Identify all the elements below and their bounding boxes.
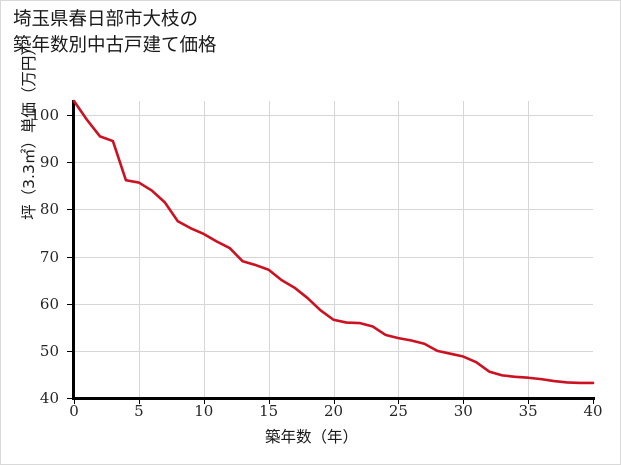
y-tick-label: 100 (30, 106, 59, 125)
x-tick-mark (463, 399, 465, 404)
gridline-vertical (528, 101, 530, 398)
y-tick-mark (67, 162, 73, 164)
x-tick-label: 0 (69, 402, 79, 420)
x-tick-label: 5 (134, 402, 144, 420)
y-tick-mark (67, 303, 73, 305)
y-tick-label: 90 (39, 153, 59, 172)
y-axis-label: 坪（3.3㎡）単価（万円） (20, 40, 38, 220)
x-tick-mark (333, 399, 335, 404)
x-tick-label: 15 (259, 402, 279, 420)
y-axis-line (72, 100, 75, 399)
y-tick-mark (67, 256, 73, 258)
gridline-vertical (268, 101, 270, 398)
series-polyline (72, 99, 595, 385)
x-tick-mark (203, 399, 205, 404)
x-tick-mark (138, 399, 140, 404)
x-tick-mark (74, 399, 75, 404)
y-tick-label: 80 (39, 200, 59, 219)
gridline-vertical (333, 101, 335, 398)
chart-title: 埼玉県春日部市大枝の 築年数別中古戸建て価格 (13, 9, 217, 56)
x-tick-label: 25 (388, 402, 408, 420)
y-tick-label: 60 (39, 294, 59, 313)
gridline-vertical (203, 101, 205, 398)
plot-area (74, 101, 593, 398)
y-tick-mark (67, 209, 73, 211)
x-tick-label: 35 (518, 402, 538, 420)
y-tick-label: 70 (39, 247, 59, 266)
y-tick-label: 50 (39, 341, 59, 360)
gridline-vertical (138, 101, 140, 398)
gridline-vertical (398, 101, 400, 398)
x-tick-label: 30 (453, 402, 473, 420)
x-tick-label: 20 (323, 402, 344, 420)
x-axis-label: 築年数（年） (264, 428, 358, 446)
x-axis-line (72, 397, 595, 400)
series-line-chart (72, 99, 595, 385)
gridline-vertical (463, 101, 465, 398)
x-tick-mark (528, 399, 530, 404)
x-tick-label: 10 (194, 402, 214, 420)
x-tick-label: 40 (583, 402, 603, 420)
y-tick-mark (67, 350, 73, 352)
y-tick-mark (67, 115, 73, 117)
y-tick-mark (67, 398, 73, 399)
y-tick-label: 40 (39, 389, 59, 407)
x-tick-mark (593, 399, 594, 404)
x-tick-mark (268, 399, 270, 404)
x-tick-mark (398, 399, 400, 404)
